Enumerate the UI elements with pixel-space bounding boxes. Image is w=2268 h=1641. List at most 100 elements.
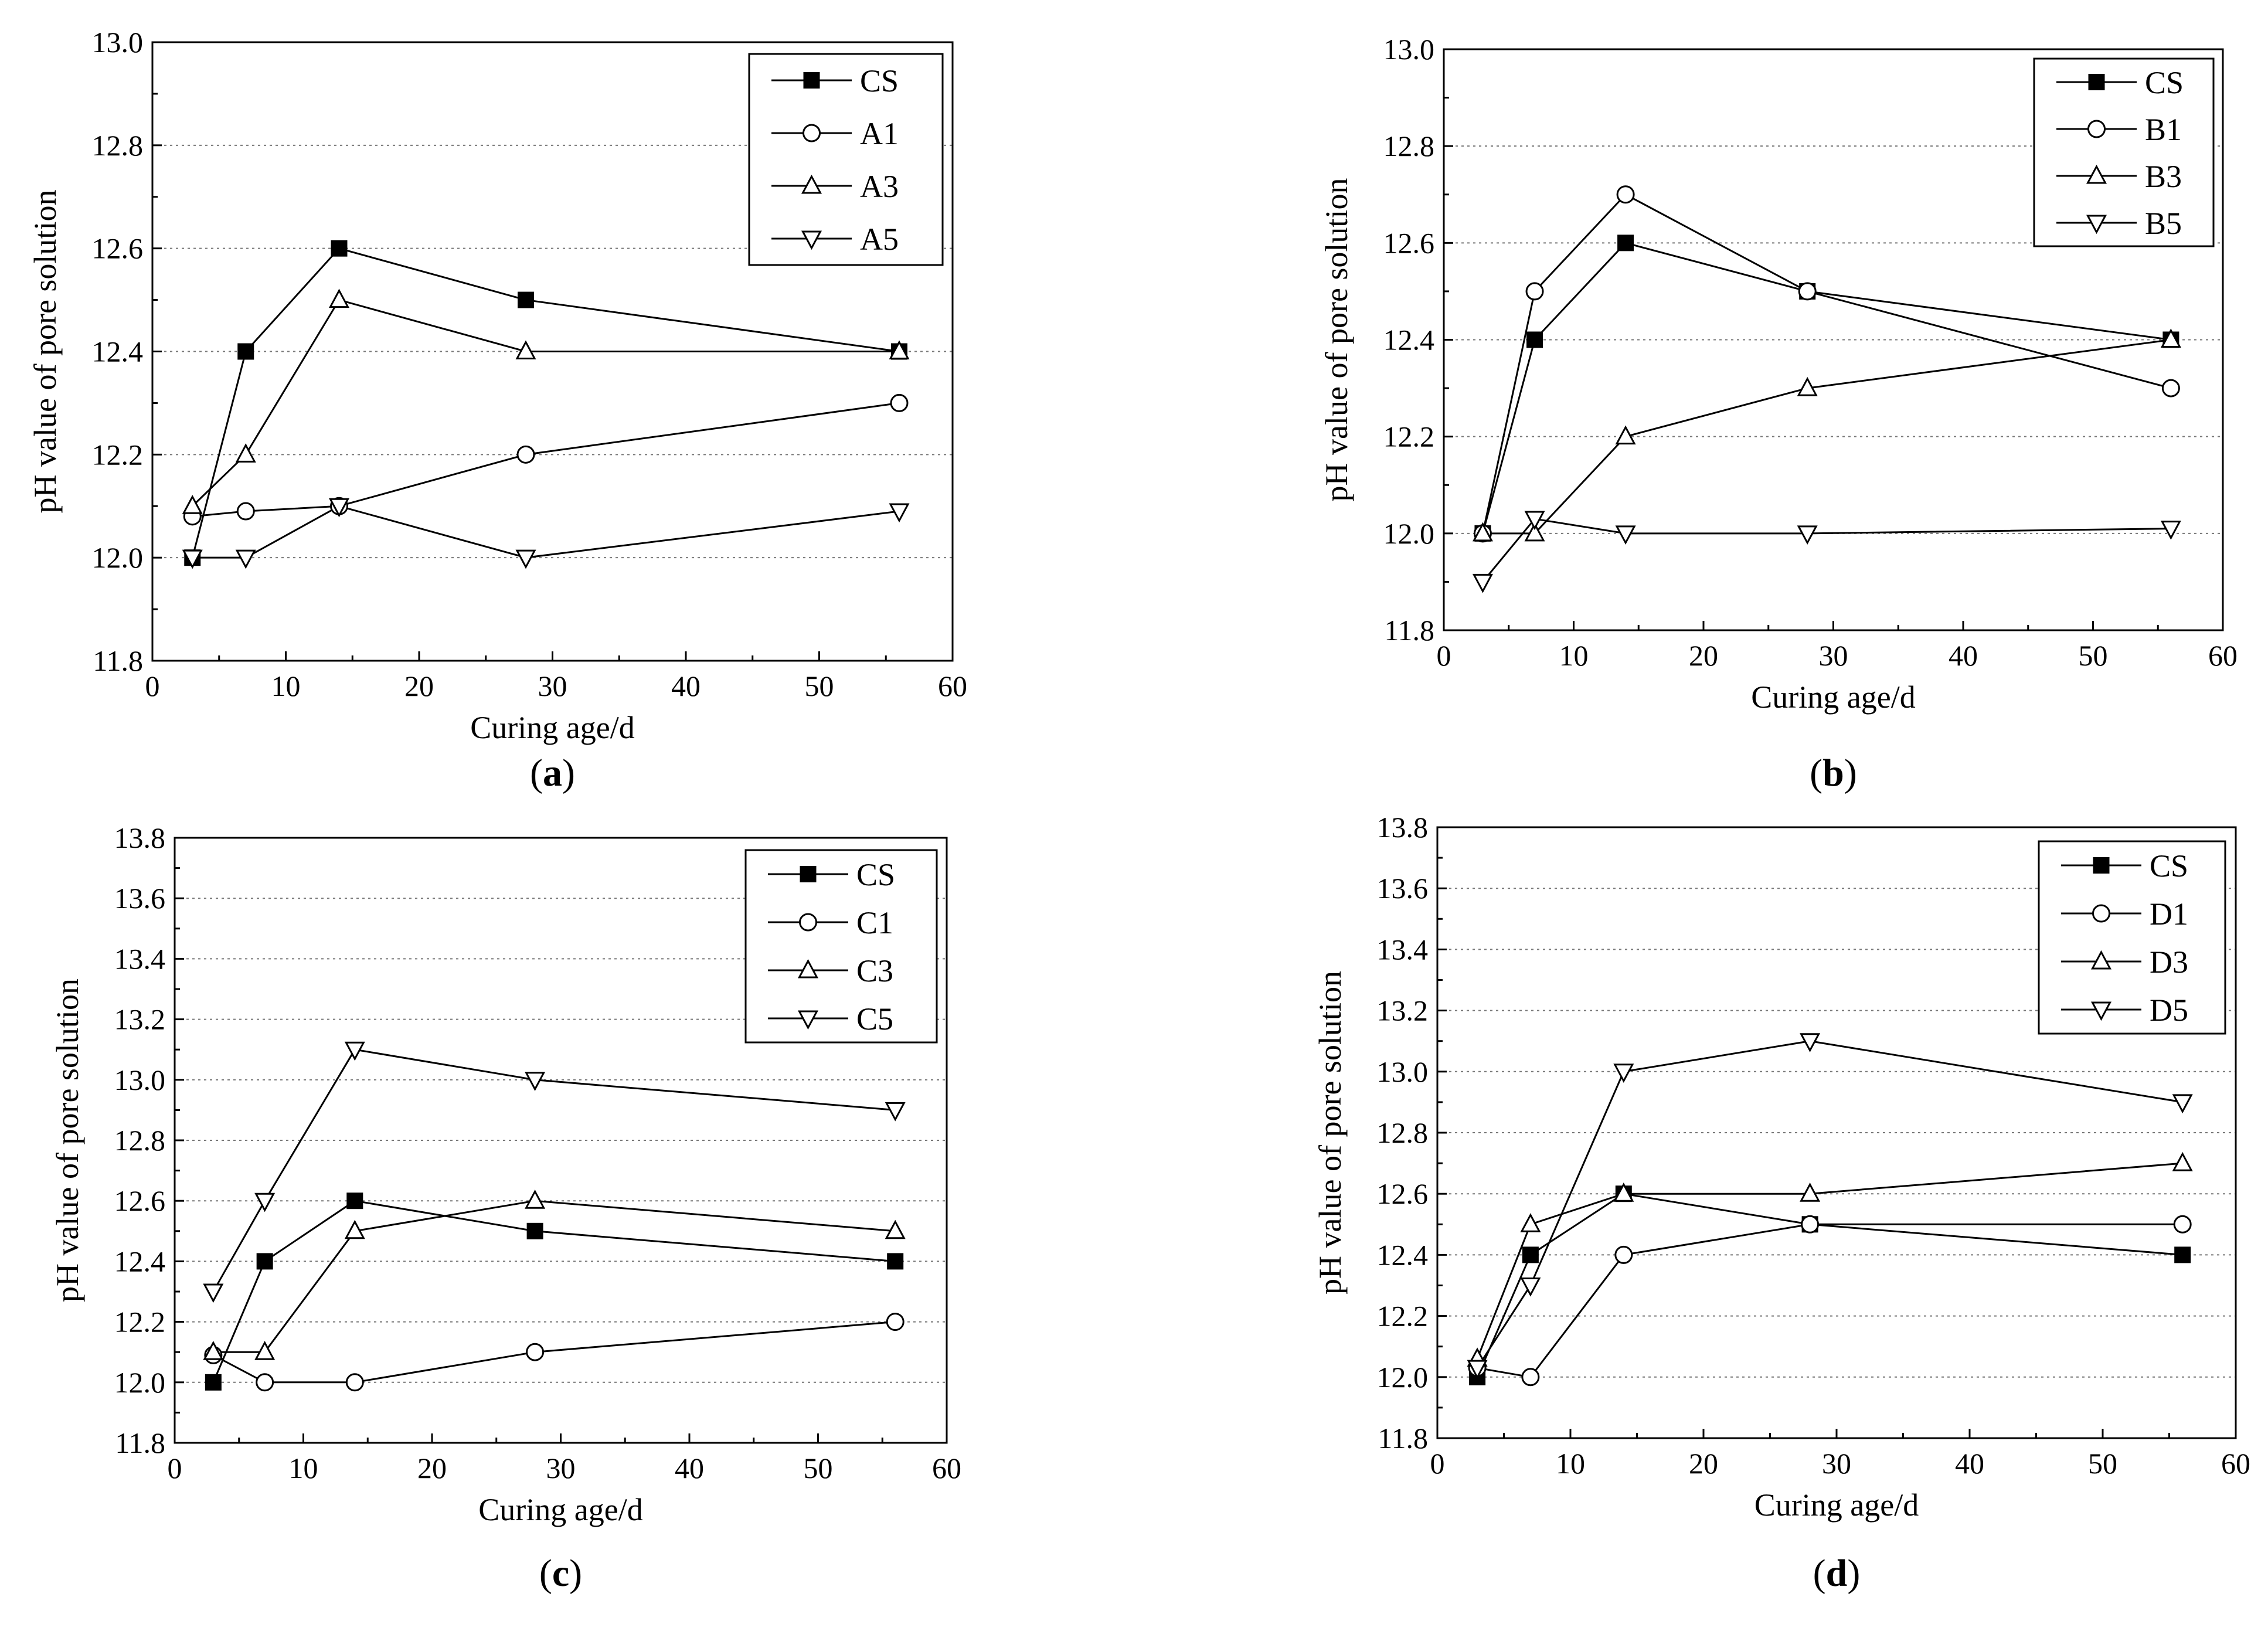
data-point-D3 — [1800, 1183, 1821, 1202]
x-tick-label: 30 — [546, 1452, 576, 1484]
legend-label-B5: B5 — [2145, 206, 2182, 241]
data-point-CS — [237, 343, 254, 360]
x-tick-label: 60 — [2221, 1447, 2250, 1480]
data-point-B5 — [1615, 525, 1636, 545]
data-point-A3 — [889, 340, 910, 359]
legend-marker-B3 — [2086, 164, 2107, 184]
chart-panel-c: 0 10 20 30 40 50 60 11.8 12.0 12.2 12.4 12.6 12.8 13.… — [50, 821, 961, 1595]
data-point-C1 — [345, 1373, 364, 1392]
data-point-D1 — [1521, 1368, 1540, 1387]
y-tick-label: 13.0 — [1377, 1055, 1429, 1088]
x-tick-label: 10 — [289, 1452, 318, 1484]
data-point-C1 — [886, 1313, 905, 1331]
legend-label-D1: D1 — [2150, 896, 2188, 932]
x-tick-label: 10 — [1559, 639, 1589, 672]
data-point-CS — [1522, 1246, 1539, 1263]
y-tick-label: 12.6 — [92, 232, 144, 265]
x-tick-label: 40 — [1949, 639, 1978, 672]
legend-marker-A3 — [801, 174, 822, 194]
x-tick-label: 40 — [675, 1452, 704, 1484]
legend-label-CS: CS — [856, 857, 895, 892]
y-tick-label: 13.0 — [92, 26, 144, 59]
data-point-D5 — [1467, 1360, 1488, 1380]
legend-label-D3: D3 — [2150, 944, 2188, 980]
x-tick-label: 50 — [804, 1452, 833, 1484]
x-tick-label: 60 — [932, 1452, 961, 1484]
y-tick-label: 12.6 — [1383, 226, 1435, 259]
data-point-D3 — [1613, 1183, 1634, 1202]
x-tick-label: 0 — [1437, 639, 1451, 672]
x-tick-label: 20 — [404, 670, 434, 702]
legend-marker-B1 — [2087, 120, 2106, 138]
data-point-A3 — [235, 443, 256, 463]
data-point-D1 — [1614, 1245, 1633, 1264]
legend-box — [748, 53, 944, 266]
data-point-A5 — [889, 503, 910, 523]
legend-label-A3: A3 — [860, 169, 899, 204]
panel-caption: (d) — [1813, 1552, 1861, 1595]
y-tick-label: 12.8 — [1383, 130, 1435, 162]
y-tick-label: 12.2 — [1383, 420, 1435, 453]
legend-label-C1: C1 — [856, 905, 893, 940]
legend-marker-D3 — [2090, 950, 2112, 970]
data-point-C3 — [344, 1219, 365, 1239]
x-tick-label: 50 — [2079, 639, 2108, 672]
data-point-A1 — [516, 445, 535, 464]
legend-marker-CS — [2093, 857, 2110, 874]
data-point-A5 — [182, 549, 203, 569]
legend: CS C1 C3 C5 — [744, 849, 938, 1044]
legend-label-CS: CS — [2150, 848, 2188, 884]
y-tick-label: 13.2 — [114, 1003, 166, 1036]
y-tick-label: 12.6 — [114, 1184, 166, 1217]
legend-label-CS: CS — [2145, 65, 2184, 100]
data-point-C3 — [254, 1341, 276, 1360]
legend-marker-B5 — [2086, 215, 2107, 235]
x-axis-label: Curing age/d — [478, 1492, 642, 1527]
legend-marker-CS — [800, 866, 817, 882]
legend: CS A1 A3 A5 — [748, 53, 944, 266]
y-tick-label: 12.6 — [1377, 1177, 1429, 1210]
data-point-CS — [887, 1253, 904, 1270]
y-tick-label: 12.8 — [92, 129, 144, 162]
x-axis-label: Curing age/d — [1754, 1487, 1919, 1523]
y-tick-label: 12.0 — [92, 541, 144, 574]
legend-marker-D1 — [2092, 904, 2110, 923]
data-point-D5 — [2172, 1094, 2193, 1114]
y-tick-label: 13.4 — [1377, 933, 1429, 966]
data-point-CS — [2174, 1246, 2191, 1263]
legend-marker-A1 — [803, 124, 821, 142]
y-tick-label: 13.0 — [1383, 33, 1435, 66]
data-point-CS — [256, 1253, 273, 1270]
data-point-D5 — [1800, 1033, 1821, 1052]
x-tick-label: 20 — [1689, 639, 1718, 672]
legend-label-A1: A1 — [860, 116, 899, 151]
data-point-CS — [346, 1192, 363, 1209]
data-point-D1 — [1801, 1215, 1820, 1234]
data-point-A3 — [182, 495, 203, 514]
y-tick-label: 12.4 — [1377, 1238, 1429, 1271]
legend-marker-CS — [803, 72, 820, 89]
y-tick-label: 13.8 — [1377, 811, 1429, 844]
x-tick-label: 0 — [168, 1452, 182, 1484]
legend-marker-C1 — [799, 913, 817, 932]
legend-box — [2033, 57, 2215, 247]
y-tick-label: 13.4 — [114, 942, 166, 975]
legend-marker-D5 — [2090, 1001, 2112, 1021]
legend: CS D1 D3 D5 — [2038, 840, 2226, 1035]
data-point-C1 — [526, 1343, 545, 1361]
y-tick-label: 12.2 — [92, 438, 144, 471]
y-tick-label: 12.2 — [1377, 1300, 1429, 1333]
y-tick-label: 12.4 — [1383, 324, 1435, 356]
y-tick-label: 13.6 — [1377, 872, 1429, 905]
data-point-C5 — [203, 1283, 224, 1303]
x-axis-label: Curing age/d — [470, 710, 634, 745]
data-point-CS — [1617, 235, 1634, 252]
data-point-B5 — [1524, 511, 1545, 531]
data-point-CS — [518, 291, 534, 308]
data-point-C5 — [254, 1192, 276, 1212]
legend-label-B3: B3 — [2145, 159, 2182, 194]
x-tick-label: 0 — [1430, 1447, 1445, 1480]
panel-caption: (c) — [539, 1552, 582, 1595]
y-tick-label: 11.8 — [115, 1426, 165, 1459]
y-axis-label: pH value of pore solution — [50, 979, 85, 1302]
